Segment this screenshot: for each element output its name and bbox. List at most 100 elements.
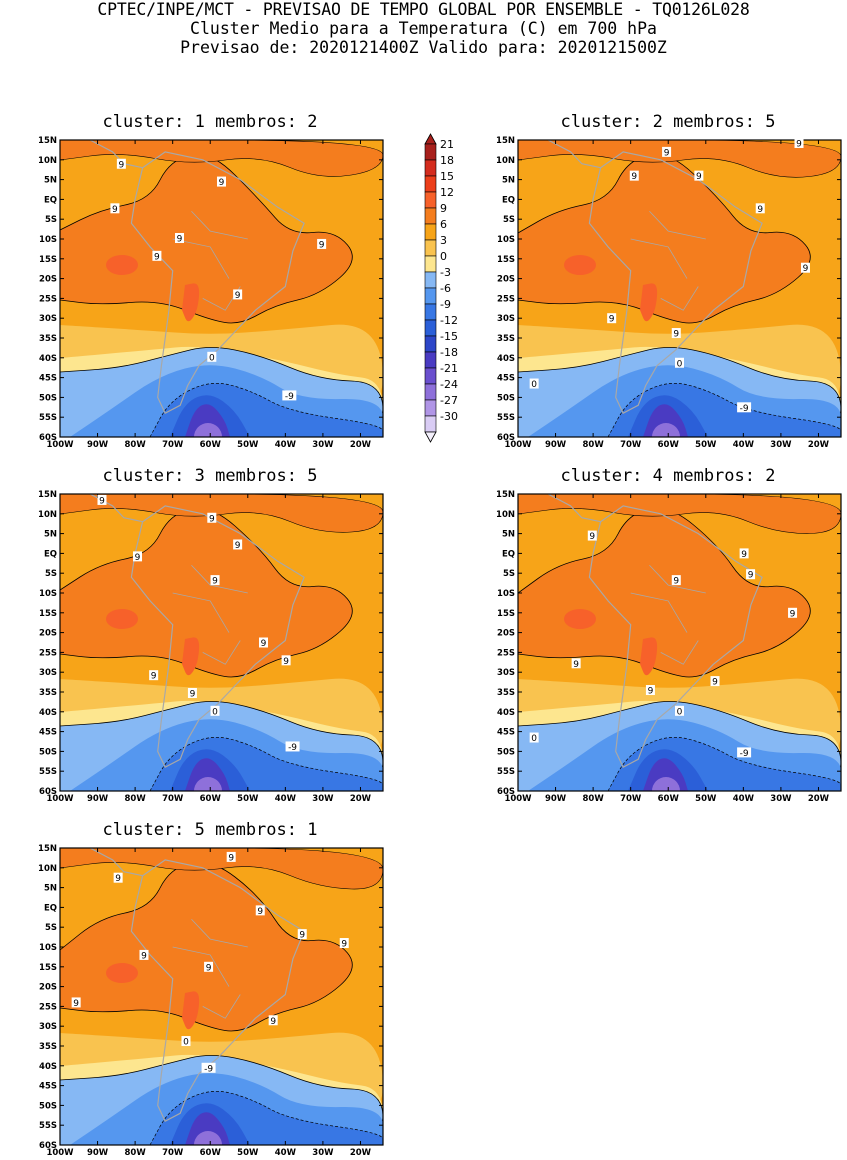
contour-label: 9 [135,553,141,563]
lat-tick-label: 20S [39,629,57,639]
temperature-map: 15N 10N 5N EQ 5S 10S 15S 20S 25S 30S 35S 40S 45S 50S 5… [38,844,384,1158]
contour-label-box [233,289,243,300]
colorbar-label: -12 [440,314,458,327]
lon-tick-label: 20W [350,1148,372,1158]
contour-label: 9 [741,550,747,560]
lat-tick-label: 45S [39,1082,57,1092]
lon-tick-label: 50W [237,794,259,804]
lat-tick-label: 15S [39,609,57,619]
lat-tick-label: 15N [38,136,57,146]
lat-tick-label: 40S [39,1062,57,1072]
colorbar-label: -18 [440,346,458,359]
colorbar-swatch [424,175,437,193]
contour-label-box [268,1015,278,1026]
contour-label: 9 [212,577,218,587]
lat-tick-label: 10S [39,943,57,953]
contour-label: 0 [183,1038,189,1048]
contour-label: 9 [748,571,754,581]
contour-label-box [181,1036,191,1047]
colorbar-label: 3 [440,234,447,247]
lon-tick-label: 30W [312,440,334,450]
lon-tick-label: 30W [770,440,792,450]
lon-tick-label: 70W [162,1148,184,1158]
contour-label: 9 [341,940,347,950]
contour-label-box [675,705,684,716]
lon-tick-label: 50W [695,794,717,804]
colorbar-label: 21 [440,138,454,151]
lon-tick-label: 80W [583,440,605,450]
lat-tick-label: 15S [497,609,515,619]
lat-tick-label: 5S [503,569,515,579]
contour-label-box [139,949,149,960]
lat-tick-label: 25S [39,294,57,304]
lon-tick-label: 60W [658,440,680,450]
lat-tick-label: 20S [497,629,515,639]
contour-label: 0 [531,380,537,390]
lat-tick-label: 45S [497,374,515,384]
colorbar-swatch [424,239,437,257]
contour-label: 0 [212,707,218,717]
lat-tick-label: 10N [38,510,57,520]
contour-label: 9 [257,907,263,917]
colorbar-swatch [424,287,437,305]
contour-label-box [739,548,749,559]
lat-tick-label: 55S [39,413,57,423]
lon-tick-label: 40W [275,794,297,804]
lat-tick-label: 50S [39,747,57,757]
lon-tick-label: 60W [200,1148,222,1158]
contour-label: -9 [740,749,749,759]
contour-label-box [737,402,752,413]
lon-tick-label: 80W [125,1148,147,1158]
contour-label: 9 [319,240,325,250]
contour-label-box [258,637,268,648]
contour-label: 9 [790,609,796,619]
temperature-map: 15N 10N 5N EQ 5S 10S 15S 20S 25S 30S 35S 40S 45S 50S 5… [38,136,384,450]
panel-title: cluster: 1 membros: 2 [102,112,318,132]
colorbar-swatch [424,207,437,225]
lat-tick-label: 10N [38,156,57,166]
contour-label-box [285,741,300,752]
lat-tick-label: EQ [44,195,57,205]
lon-tick-label: 80W [125,794,147,804]
header-line-3: Previsao de: 2020121400Z Valido para: 20… [180,38,667,57]
lat-tick-label: 5S [45,923,57,933]
lon-tick-label: 40W [275,1148,297,1158]
contour-label: -9 [285,392,294,402]
lon-tick-label: 60W [200,794,222,804]
lat-tick-label: 20S [39,983,57,993]
lat-tick-label: EQ [502,195,515,205]
colorbar-swatch [424,399,437,417]
contour-label-box [297,929,307,940]
contour-label: 0 [677,707,683,717]
lat-tick-label: 50S [39,393,57,403]
panel-cluster-2: cluster: 2 membros: 5 15N 10N 5N EQ 5S 10S 15S… [488,112,847,452]
colorbar-swatch [424,415,437,433]
contour-label-box [529,732,539,743]
contour-label: 9 [299,931,305,941]
colorbar-swatch [424,319,437,337]
lat-tick-label: 5N [44,176,57,186]
colorbar-label: 0 [440,250,447,263]
lat-tick-label: 15N [38,490,57,500]
contour-label: 9 [112,205,118,215]
lat-tick-label: 35S [497,334,515,344]
lat-tick-label: 40S [497,354,515,364]
lat-tick-label: 55S [39,1121,57,1131]
contour-label: 9 [803,264,809,274]
contour-label-box [71,997,81,1008]
lat-tick-label: 25S [39,648,57,658]
lat-tick-label: 5N [44,884,57,894]
lat-tick-label: 45S [497,728,515,738]
contour-label: 9 [219,178,225,188]
colorbar-label: -21 [440,362,458,375]
contour-label-box [662,146,672,157]
contour-label: -9 [204,1064,213,1074]
contour-label-box [281,655,291,666]
contour-label-box [110,203,120,214]
lat-tick-label: 55S [39,767,57,777]
contour-label-box [571,658,581,669]
lat-tick-label: 60S [497,433,515,443]
colorbar-label: -27 [440,394,458,407]
lat-tick-label: 30S [39,1022,57,1032]
colorbar-label: 18 [440,154,454,167]
